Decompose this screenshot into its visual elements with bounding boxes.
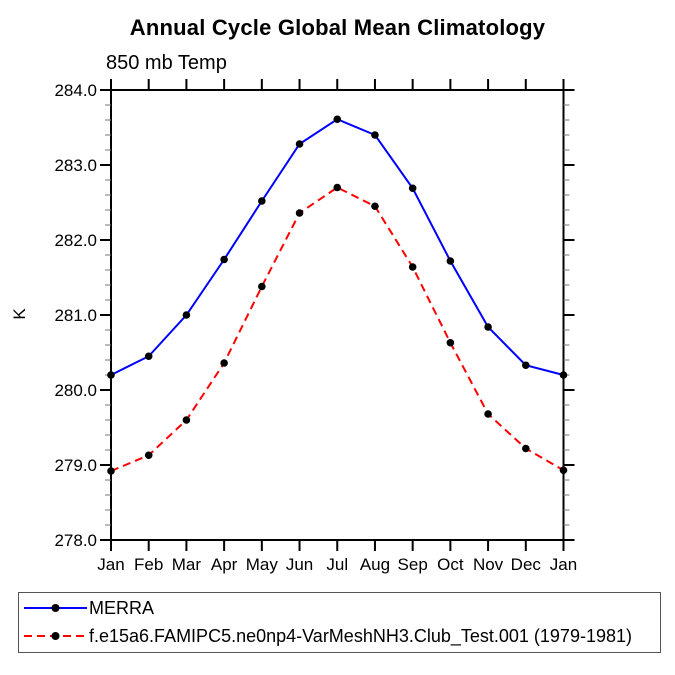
x-axis-tick-label: Sep bbox=[398, 555, 428, 574]
x-axis-tick-label: Feb bbox=[134, 555, 163, 574]
data-point-marker bbox=[144, 451, 153, 460]
data-point-marker bbox=[484, 323, 492, 331]
data-point-marker bbox=[144, 352, 153, 361]
data-point-marker bbox=[258, 282, 266, 291]
model-line-sample-icon bbox=[24, 632, 87, 640]
x-axis-tick-label: May bbox=[246, 555, 279, 574]
legend-sample-marker bbox=[51, 632, 60, 640]
data-point-marker bbox=[408, 184, 417, 193]
y-axis-tick-label: 280.0 bbox=[54, 381, 97, 400]
data-point-marker bbox=[295, 209, 304, 217]
x-axis-tick-label: Apr bbox=[211, 555, 238, 574]
data-point-marker bbox=[220, 359, 228, 367]
x-axis-tick-label: Jul bbox=[326, 555, 348, 574]
x-axis-tick-label: Jun bbox=[286, 555, 313, 574]
model-line bbox=[110, 186, 564, 472]
data-point-marker bbox=[371, 202, 379, 211]
x-axis-tick-label: Aug bbox=[360, 555, 390, 574]
merra-line bbox=[110, 118, 564, 376]
data-point-marker bbox=[408, 263, 417, 271]
data-point-marker bbox=[258, 197, 266, 205]
legend-label-model: f.e15a6.FAMIPC5.ne0np4-VarMeshNH3.Club_T… bbox=[89, 625, 632, 646]
data-point-marker bbox=[295, 140, 304, 148]
chart-title: Annual Cycle Global Mean Climatology bbox=[129, 15, 546, 40]
data-point-marker bbox=[446, 338, 455, 347]
y-axis-tick-label: 283.0 bbox=[54, 156, 97, 175]
data-point-marker bbox=[521, 361, 530, 370]
y-axis-tick-label: 282.0 bbox=[54, 231, 97, 250]
data-point-marker bbox=[446, 257, 455, 265]
chart-subtitle: 850 mb Temp bbox=[106, 52, 227, 74]
merra-line-sample-icon bbox=[24, 604, 87, 612]
x-axis-tick-label: Dec bbox=[511, 555, 542, 574]
legend-box: MERRA f.e15a6.FAMIPC5.ne0np4-VarMeshNH3.… bbox=[18, 592, 661, 653]
data-point-marker bbox=[333, 115, 342, 124]
data-point-marker bbox=[484, 410, 492, 418]
y-axis-tick-label: 278.0 bbox=[54, 531, 97, 550]
data-point-marker bbox=[182, 416, 191, 424]
x-axis-tick-label: Oct bbox=[437, 555, 464, 574]
legend-entry-merra: MERRA bbox=[22, 594, 660, 622]
plot-frame bbox=[110, 89, 565, 541]
data-point-marker bbox=[107, 371, 115, 379]
x-axis-tick-label: Jan bbox=[550, 555, 577, 574]
data-point-marker bbox=[371, 131, 379, 139]
legend-label-merra: MERRA bbox=[89, 597, 155, 618]
y-axis-tick-label: 281.0 bbox=[54, 306, 97, 325]
data-point-marker bbox=[521, 444, 530, 453]
legend-sample-marker bbox=[51, 604, 60, 612]
data-point-marker bbox=[182, 311, 191, 319]
x-axis-tick-label: Nov bbox=[473, 555, 504, 574]
data-point-marker bbox=[220, 255, 228, 264]
y-axis-tick-label: 284.0 bbox=[54, 81, 97, 100]
x-axis-tick-label: Mar bbox=[172, 555, 202, 574]
legend-entry-model: f.e15a6.FAMIPC5.ne0np4-VarMeshNH3.Club_T… bbox=[22, 622, 660, 650]
data-point-marker bbox=[559, 466, 568, 475]
data-point-marker bbox=[333, 183, 342, 192]
data-point-marker bbox=[107, 467, 115, 475]
data-point-marker bbox=[559, 371, 568, 379]
y-axis-tick-label: 279.0 bbox=[54, 456, 97, 475]
x-axis-tick-label: Jan bbox=[97, 555, 124, 574]
